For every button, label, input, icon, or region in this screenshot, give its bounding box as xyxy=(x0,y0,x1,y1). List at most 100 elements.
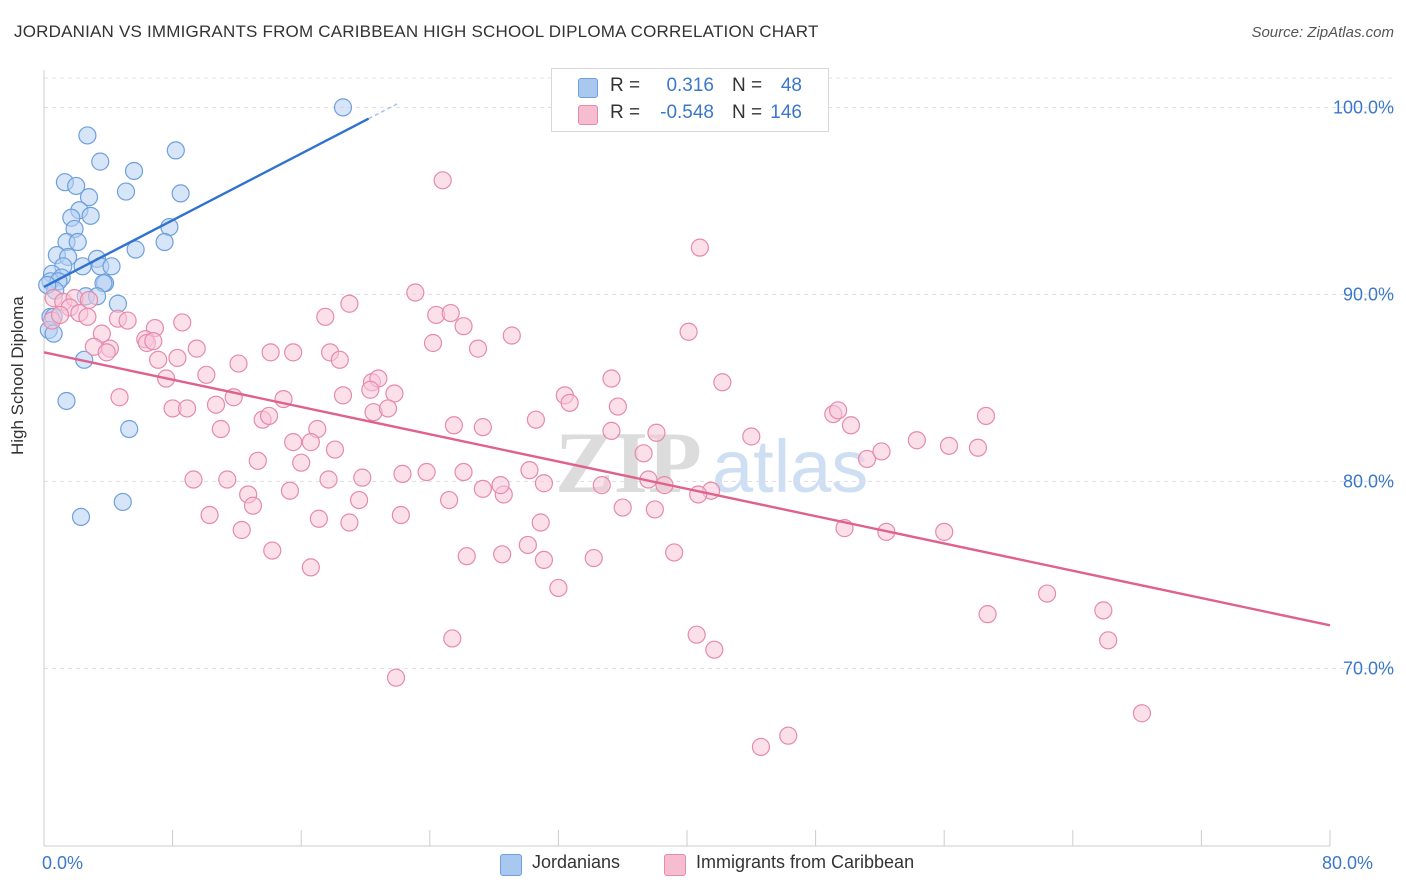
point-jordanians xyxy=(67,176,86,196)
point-caribbean xyxy=(665,543,684,562)
legend-n-label: N = xyxy=(732,102,763,123)
point-jordanians xyxy=(57,391,76,411)
point-caribbean xyxy=(634,444,653,463)
point-caribbean xyxy=(417,462,436,482)
point-caribbean xyxy=(444,416,464,435)
legend-row-caribbean: R = -0.548 N = 146 xyxy=(552,100,828,128)
point-caribbean xyxy=(690,238,709,257)
point-caribbean xyxy=(218,470,237,489)
bottom-legend-label-jordanians: Jordanians xyxy=(532,852,621,872)
point-caribbean xyxy=(502,326,521,345)
legend-swatch-jordanians xyxy=(578,78,598,98)
point-caribbean xyxy=(534,474,554,493)
point-caribbean xyxy=(968,438,988,457)
y-tick-label: 100.0% xyxy=(1333,97,1394,117)
point-caribbean xyxy=(976,406,996,426)
point-caribbean xyxy=(197,365,216,384)
legend-r-label: R = xyxy=(610,75,641,96)
point-caribbean xyxy=(316,307,335,326)
point-caribbean xyxy=(177,399,197,418)
point-caribbean xyxy=(779,726,798,745)
point-caribbean xyxy=(168,348,187,368)
point-caribbean xyxy=(319,470,338,489)
point-jordanians xyxy=(126,240,145,259)
point-caribbean xyxy=(473,418,492,437)
point-caribbean xyxy=(829,401,848,420)
point-caribbean xyxy=(647,423,666,442)
legend-n-label: N = xyxy=(732,75,763,96)
watermark-atlas: atlas xyxy=(712,425,868,508)
point-caribbean xyxy=(907,431,926,450)
bottom-legend-label-caribbean: Immigrants from Caribbean xyxy=(696,852,915,872)
point-caribbean xyxy=(613,498,632,517)
point-caribbean xyxy=(608,397,627,416)
x-tick-label-max: 80.0% xyxy=(1322,853,1374,873)
point-caribbean xyxy=(184,470,203,489)
point-caribbean xyxy=(526,410,545,429)
point-caribbean xyxy=(173,313,192,332)
y-tick-label: 90.0% xyxy=(1343,284,1394,304)
point-caribbean xyxy=(292,453,311,472)
legend-swatch-caribbean xyxy=(578,105,598,125)
point-caribbean xyxy=(284,433,303,452)
y-tick-label: 70.0% xyxy=(1343,658,1394,678)
point-jordanians xyxy=(78,126,97,145)
point-caribbean xyxy=(584,548,603,568)
point-caribbean xyxy=(433,171,452,190)
watermark-zip: ZIP xyxy=(555,415,702,512)
point-caribbean xyxy=(687,625,706,644)
x-tick-label-min: 0.0% xyxy=(42,853,84,873)
point-caribbean xyxy=(439,490,459,510)
chart-source: Source: ZipAtlas.com xyxy=(1251,24,1394,41)
point-caribbean xyxy=(340,294,359,313)
point-caribbean xyxy=(602,369,621,388)
correlation-legend: R = 0.316 N = 48 R = -0.548 N = 146 xyxy=(551,68,829,132)
legend-n-value: 146 xyxy=(770,102,802,123)
point-caribbean xyxy=(679,322,698,341)
point-caribbean xyxy=(713,373,732,392)
point-caribbean xyxy=(520,461,539,480)
y-tick-label: 80.0% xyxy=(1343,471,1394,491)
point-jordanians xyxy=(120,419,139,439)
point-jordanians xyxy=(71,507,91,527)
point-caribbean xyxy=(592,476,611,495)
bottom-legend-swatch-caribbean xyxy=(664,854,686,876)
point-caribbean xyxy=(243,496,263,515)
point-caribbean xyxy=(340,513,359,532)
point-jordanians xyxy=(116,182,136,201)
point-caribbean xyxy=(349,490,369,510)
point-caribbean xyxy=(309,509,328,528)
point-caribbean xyxy=(78,307,97,326)
point-caribbean xyxy=(361,380,380,399)
point-caribbean xyxy=(232,520,251,540)
point-caribbean xyxy=(248,451,267,470)
legend-n-value: 48 xyxy=(780,75,802,96)
legend-row-jordanians: R = 0.316 N = 48 xyxy=(552,73,828,101)
point-jordanians xyxy=(166,141,185,160)
point-jordanians xyxy=(79,188,99,207)
point-caribbean xyxy=(378,399,398,418)
point-caribbean xyxy=(518,535,537,555)
point-caribbean xyxy=(211,419,230,439)
point-caribbean xyxy=(857,449,877,469)
legend-r-value: -0.548 xyxy=(660,102,714,123)
point-caribbean xyxy=(353,468,372,487)
point-caribbean xyxy=(978,605,997,624)
point-caribbean xyxy=(423,333,443,353)
point-caribbean xyxy=(391,505,410,525)
point-caribbean xyxy=(206,395,226,414)
point-caribbean xyxy=(939,436,959,455)
point-caribbean xyxy=(454,317,473,336)
point-jordanians xyxy=(102,257,121,276)
point-caribbean xyxy=(473,479,492,498)
point-caribbean xyxy=(280,481,300,500)
point-caribbean xyxy=(1037,584,1057,603)
legend-r-label: R = xyxy=(610,102,641,123)
point-caribbean xyxy=(705,640,724,659)
point-jordanians xyxy=(91,152,110,171)
point-caribbean xyxy=(261,343,280,362)
point-caribbean xyxy=(531,513,550,532)
point-caribbean xyxy=(935,522,954,541)
point-caribbean xyxy=(1099,631,1118,650)
